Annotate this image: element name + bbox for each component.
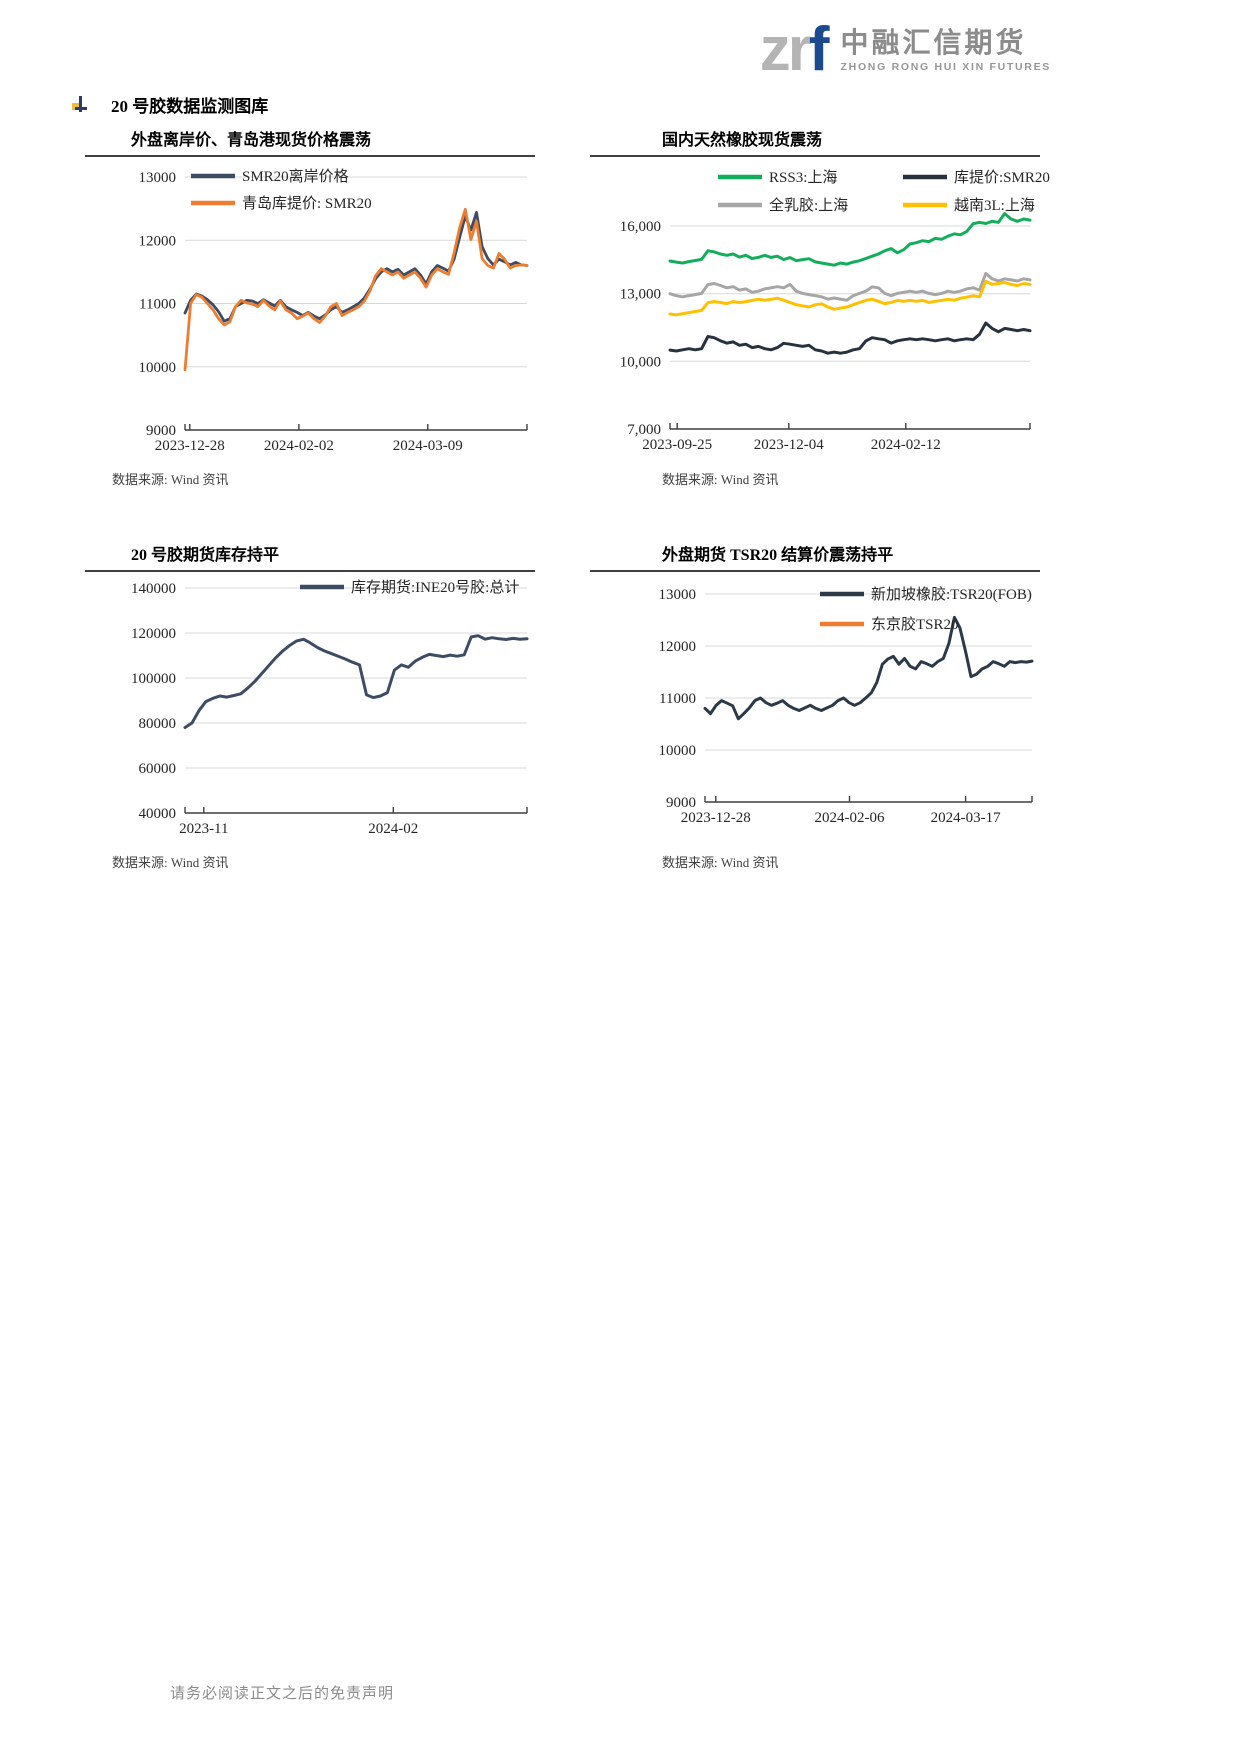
- svg-text:2023-12-04: 2023-12-04: [754, 437, 824, 453]
- svg-text:60000: 60000: [139, 761, 177, 777]
- svg-text:2024-03-17: 2024-03-17: [931, 810, 1001, 826]
- data-source-note: 数据来源: Wind 资讯: [662, 472, 779, 487]
- chart-title: 国内天然橡胶现货震荡: [662, 132, 823, 149]
- svg-text:12000: 12000: [659, 639, 697, 655]
- section-title: 20 号胶数据监测图库: [111, 97, 269, 116]
- section-bullet-icon: [72, 96, 89, 113]
- svg-text:40000: 40000: [139, 806, 177, 822]
- svg-text:16,000: 16,000: [620, 219, 661, 235]
- svg-text:2024-02: 2024-02: [368, 821, 418, 837]
- svg-text:100000: 100000: [131, 671, 176, 687]
- svg-text:越南3L:上海: 越南3L:上海: [954, 197, 1035, 214]
- svg-text:2024-03-09: 2024-03-09: [393, 438, 463, 454]
- svg-text:11000: 11000: [139, 297, 176, 313]
- bullet-horizontal-part: [75, 107, 87, 110]
- svg-text:库存期货:INE20号胶:总计: 库存期货:INE20号胶:总计: [351, 579, 519, 596]
- svg-text:11000: 11000: [659, 691, 696, 707]
- chart-canvas-offshore-qingdao: 9000 10000 11000 12000 13000 2023-12-28 2024-0…: [139, 168, 529, 454]
- svg-text:2023-12-28: 2023-12-28: [155, 438, 225, 454]
- chart-title: 外盘期货 TSR20 结算价震荡持平: [662, 547, 894, 564]
- svg-text:140000: 140000: [131, 581, 176, 597]
- chart-divider: [85, 570, 535, 572]
- svg-text:2024-02-02: 2024-02-02: [264, 438, 334, 454]
- svg-text:SMR20离岸价格: SMR20离岸价格: [242, 168, 349, 185]
- bullet-yellow-part: [72, 103, 81, 110]
- svg-text:80000: 80000: [139, 716, 177, 732]
- svg-text:东京胶TSR20: 东京胶TSR20: [871, 616, 959, 633]
- svg-text:全乳胶:上海: 全乳胶:上海: [769, 196, 848, 214]
- chart-card-offshore-qingdao: 外盘离岸价、青岛港现货价格震荡 9000 10000 11000 12000 13000…: [85, 133, 535, 488]
- svg-text:9000: 9000: [146, 423, 176, 439]
- svg-text:13000: 13000: [659, 587, 697, 603]
- svg-text:青岛库提价: SMR20: 青岛库提价: SMR20: [242, 195, 372, 212]
- svg-text:13,000: 13,000: [620, 287, 661, 303]
- svg-text:库提价:SMR20: 库提价:SMR20: [954, 169, 1050, 186]
- svg-text:10000: 10000: [139, 360, 177, 376]
- logo-company-name-en: ZHONG RONG HUI XIN FUTURES: [840, 61, 1051, 73]
- svg-text:120000: 120000: [131, 626, 176, 642]
- company-logo: zrf 中融汇信期货 ZHONG RONG HUI XIN FUTURES: [760, 19, 1051, 81]
- svg-text:新加坡橡胶:TSR20(FOB): 新加坡橡胶:TSR20(FOB): [871, 586, 1032, 603]
- svg-text:2024-02-12: 2024-02-12: [871, 437, 941, 453]
- data-source-note: 数据来源: Wind 资讯: [112, 472, 229, 487]
- footer-disclaimer: 请务必阅读正文之后的免责声明: [170, 1686, 395, 1702]
- logo-company-name-cn: 中融汇信期货: [840, 27, 1027, 58]
- chart-title: 20 号胶期货库存持平: [131, 547, 280, 564]
- svg-text:2023-09-25: 2023-09-25: [642, 437, 712, 453]
- svg-text:2023-12-28: 2023-12-28: [681, 810, 751, 826]
- data-source-note: 数据来源: Wind 资讯: [662, 855, 779, 870]
- logo-f-text: f: [808, 15, 830, 84]
- chart-card-tsr20-settlement: 外盘期货 TSR20 结算价震荡持平 9000 10000 11000 12000 13…: [590, 548, 1040, 871]
- chart-card-futures-inventory: 20 号胶期货库存持平 40000 60000 80000 100000 120000 1…: [85, 548, 535, 871]
- logo-names: 中融汇信期货 ZHONG RONG HUI XIN FUTURES: [840, 22, 1051, 74]
- chart-canvas-futures-inventory: 40000 60000 80000 100000 120000 140000 2023-11…: [131, 579, 529, 837]
- chart-canvas-tsr20-settlement: 9000 10000 11000 12000 13000 2023-12-28 2024-0…: [659, 586, 1034, 826]
- chart-canvas-domestic-spot: 7,000 10,000 13,000 16,000 2023-09-25 2023-12…: [620, 169, 1050, 453]
- svg-text:9000: 9000: [666, 795, 696, 811]
- chart-divider: [85, 155, 535, 157]
- bullet-vertical-part: [79, 96, 82, 112]
- chart-divider: [590, 570, 1040, 572]
- data-source-note: 数据来源: Wind 资讯: [112, 855, 229, 870]
- svg-text:RSS3:上海: RSS3:上海: [769, 169, 837, 186]
- svg-text:10000: 10000: [659, 743, 697, 759]
- charts-grid: 外盘离岸价、青岛港现货价格震荡 9000 10000 11000 12000 13000…: [85, 132, 1050, 871]
- svg-text:2024-02-06: 2024-02-06: [815, 810, 885, 826]
- svg-text:2023-11: 2023-11: [179, 821, 228, 837]
- chart-title: 外盘离岸价、青岛港现货价格震荡: [131, 132, 372, 149]
- svg-text:7,000: 7,000: [627, 422, 661, 438]
- chart-divider: [590, 155, 1040, 157]
- logo-zr-text: zr: [759, 15, 812, 84]
- chart-card-domestic-spot: 国内天然橡胶现货震荡 7,000 10,000 13,000 16,000 2023-0…: [590, 132, 1050, 488]
- svg-text:10,000: 10,000: [620, 354, 661, 370]
- section-header: 20 号胶数据监测图库: [72, 92, 268, 117]
- svg-text:13000: 13000: [139, 170, 177, 186]
- logo-zrf-mark: zrf: [760, 19, 830, 81]
- svg-text:12000: 12000: [139, 233, 177, 249]
